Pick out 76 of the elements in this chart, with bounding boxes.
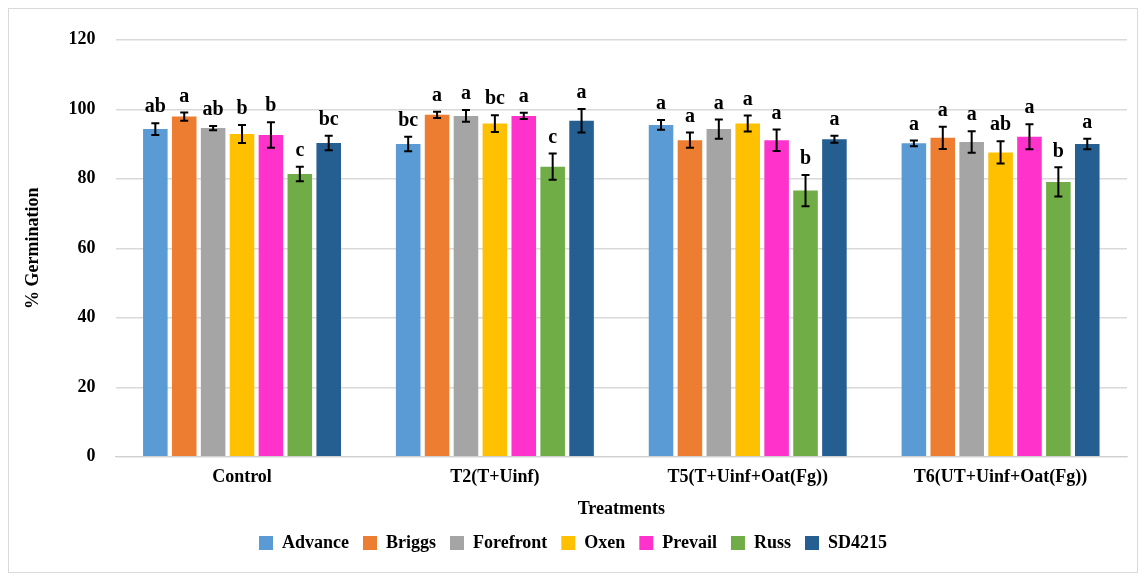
y-tick-label: 120 [68, 28, 96, 49]
bar [540, 166, 565, 457]
legend-label: Russ [753, 531, 791, 552]
bar [229, 133, 255, 457]
bar [706, 129, 732, 457]
bar [648, 124, 674, 457]
data-label: a [742, 86, 753, 109]
bar [482, 123, 508, 457]
data-label: a [1024, 95, 1035, 118]
bar [287, 173, 313, 457]
data-label: c [295, 137, 305, 160]
data-label: a [829, 106, 840, 129]
bar [959, 141, 984, 457]
y-tick-label: 60 [77, 236, 96, 257]
x-tick-label: T2(T+Uinf) [450, 466, 540, 488]
bar [764, 140, 789, 457]
y-tick-label: 80 [77, 167, 96, 188]
bar [453, 115, 479, 457]
bar [258, 135, 284, 457]
data-label: bc [484, 86, 505, 109]
data-label: a [771, 100, 782, 123]
bar [901, 143, 927, 457]
bar [735, 123, 761, 457]
legend-label: Briggs [386, 531, 437, 552]
y-tick-label: 100 [68, 97, 96, 118]
data-label: c [548, 124, 558, 147]
y-tick-label: 40 [77, 306, 96, 327]
data-label: a [908, 111, 919, 134]
data-label: a [937, 97, 948, 120]
data-label: a [576, 80, 587, 103]
y-tick-label: 20 [77, 375, 96, 396]
bar [395, 144, 421, 457]
data-label: ab [144, 94, 166, 117]
data-label: b [1052, 138, 1064, 161]
data-label: a [966, 102, 977, 125]
y-axis-title: % Germination [22, 187, 43, 310]
legend-label: Advance [282, 531, 350, 552]
data-label: a [460, 81, 471, 104]
bar [1017, 136, 1042, 457]
y-tick-label: 0 [86, 445, 96, 466]
data-label: a [656, 91, 667, 114]
data-label: a [713, 90, 724, 113]
bar [569, 120, 594, 457]
data-label: bc [398, 107, 419, 130]
x-tick-label: T5(T+Uinf+Oat(Fg)) [667, 466, 828, 488]
bar [511, 115, 537, 457]
bar [424, 114, 450, 457]
x-tick-label: T6(UT+Uinf+Oat(Fg)) [913, 466, 1088, 488]
bar [1074, 144, 1100, 457]
bar [930, 137, 956, 457]
legend-label: Prevail [662, 531, 717, 552]
data-label: a [684, 103, 695, 126]
legend-label: SD4215 [827, 531, 887, 552]
legend-label: Forefront [473, 531, 548, 552]
data-label: b [236, 96, 248, 119]
bar [988, 152, 1013, 457]
data-label: b [799, 146, 812, 169]
data-label: a [518, 83, 529, 106]
bar [1046, 181, 1071, 457]
x-axis-title: Treatments [577, 497, 665, 518]
bar [200, 128, 226, 457]
data-label: bc [318, 106, 339, 129]
data-label: a [432, 82, 443, 105]
data-label: ab [990, 112, 1012, 135]
bar [143, 129, 168, 457]
x-tick-label: Control [212, 466, 272, 487]
data-label: a [1082, 110, 1093, 133]
data-label: a [179, 83, 190, 106]
data-label: b [265, 93, 277, 116]
bar [822, 139, 847, 457]
bar [316, 143, 341, 457]
bar [677, 140, 703, 457]
bar [171, 116, 197, 457]
legend-label: Oxen [584, 531, 626, 552]
bar [793, 190, 818, 457]
data-label: ab [202, 97, 224, 120]
